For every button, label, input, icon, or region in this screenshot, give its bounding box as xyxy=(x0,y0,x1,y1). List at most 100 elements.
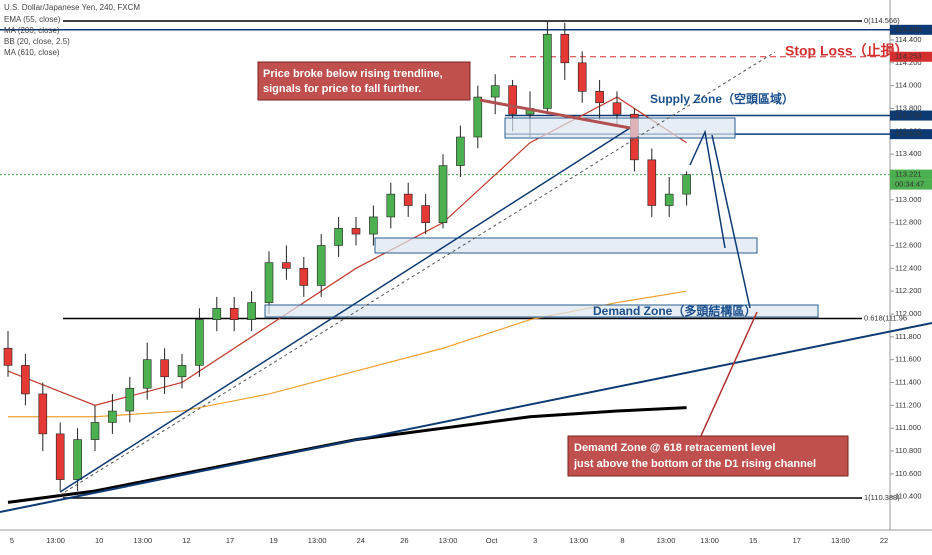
price-label-bg xyxy=(890,51,932,62)
y-tick-label: 113.800 xyxy=(895,103,922,112)
x-tick-label: 15 xyxy=(749,536,757,545)
x-tick-label: 13:00 xyxy=(46,536,65,545)
x-tick-label: 3 xyxy=(533,536,537,545)
x-tick-label: 13:00 xyxy=(569,536,588,545)
y-tick-label: 112.600 xyxy=(895,240,922,249)
candle-body xyxy=(438,165,448,223)
annotation: Stop Loss（止損） xyxy=(785,43,909,59)
y-tick-label: 111.200 xyxy=(895,400,921,409)
candle-body xyxy=(299,268,309,286)
candle-body xyxy=(386,193,396,218)
candle-body xyxy=(508,85,517,115)
price-label: 114.489 xyxy=(895,25,922,34)
y-tick-label: 113.000 xyxy=(895,195,922,204)
x-tick-label: 13:00 xyxy=(831,536,850,545)
candle-body xyxy=(612,102,622,115)
callout-box xyxy=(567,435,849,477)
y-tick-label: 112.000 xyxy=(895,309,922,318)
price-label-bg xyxy=(890,169,932,180)
candle-body xyxy=(577,62,587,92)
x-tick-label: 24 xyxy=(357,536,365,545)
y-tick-label: 114.200 xyxy=(895,58,922,67)
arrow xyxy=(711,134,751,309)
x-tick-label: 5 xyxy=(10,536,14,545)
price-label: 113.738 xyxy=(895,111,922,120)
mid-zone xyxy=(374,237,758,254)
annotation: Demand Zone（多頭結構區） xyxy=(593,303,756,318)
candle-body xyxy=(647,159,657,206)
price-label: 113.221 xyxy=(895,170,922,179)
candle-body xyxy=(316,245,326,286)
x-tick-label: 17 xyxy=(793,536,801,545)
y-tick-label: 111.000 xyxy=(895,423,921,432)
candle-body xyxy=(125,387,135,412)
candle-body xyxy=(229,307,239,321)
candle-body xyxy=(664,193,674,206)
x-tick-label: Oct xyxy=(486,536,499,545)
y-tick-label: 111.400 xyxy=(895,377,921,386)
annotation: Supply Zone（空頭區域） xyxy=(650,91,794,106)
y-tick-label: 111.800 xyxy=(895,332,921,341)
candle-body xyxy=(595,91,604,104)
y-tick-label: 114.400 xyxy=(895,35,922,44)
y-tick-label: 111.600 xyxy=(895,355,921,364)
x-tick-label: 19 xyxy=(269,536,277,545)
annotation: Price broke below rising trendline, xyxy=(263,68,443,80)
indicator-label: EMA (55, close) xyxy=(4,15,61,24)
candle-body xyxy=(560,33,570,64)
channel-line xyxy=(0,322,932,513)
candle-body xyxy=(177,365,187,378)
countdown: 00:34:47 xyxy=(895,180,924,189)
rising-trendline xyxy=(59,127,631,493)
candle-body xyxy=(108,410,117,423)
price-label: 113.575 xyxy=(895,129,922,138)
candle-body xyxy=(160,359,169,378)
annotation: just above the bottom of the D1 rising c… xyxy=(573,458,816,470)
price-label-bg xyxy=(890,129,932,140)
x-tick-label: 13:00 xyxy=(439,536,458,545)
price-label: 114.253 xyxy=(895,52,922,61)
x-tick-label: 17 xyxy=(226,536,234,545)
y-tick-label: 114.000 xyxy=(895,81,922,90)
candle-body xyxy=(142,359,152,389)
candle-body xyxy=(21,365,30,395)
price-label-bg xyxy=(890,24,932,35)
x-tick-label: 13:00 xyxy=(700,536,719,545)
y-tick-label: 110.800 xyxy=(895,446,922,455)
x-tick-label: 22 xyxy=(880,536,888,545)
candle-body xyxy=(247,302,256,321)
y-tick-label: 110.400 xyxy=(895,492,922,501)
candle-body xyxy=(212,307,222,321)
indicator-line xyxy=(7,96,687,406)
y-tick-label: 112.200 xyxy=(895,286,922,295)
candle-body xyxy=(195,319,204,366)
chart-title: U.S. Dollar/Japanese Yen, 240, FXCM xyxy=(4,3,140,12)
candle-body xyxy=(351,228,361,235)
arrow xyxy=(689,129,726,249)
callout-box xyxy=(257,61,471,101)
x-tick-label: 26 xyxy=(400,536,408,545)
candle-body xyxy=(369,216,378,235)
callout-pointer xyxy=(479,98,631,130)
y-tick-label: 113.400 xyxy=(895,149,922,158)
annotation: signals for price to fall further. xyxy=(263,83,421,95)
callout-pointer xyxy=(699,311,758,439)
x-tick-label: 13:00 xyxy=(308,536,327,545)
fib-label: 0(114.566) xyxy=(864,16,900,25)
x-tick-label: 13:00 xyxy=(133,536,152,545)
candle-body xyxy=(334,228,343,246)
x-tick-label: 13:00 xyxy=(657,536,676,545)
candle-body xyxy=(403,193,413,206)
dashed-trendline xyxy=(59,51,776,496)
indicator-label: BB (20, close, 2.5) xyxy=(4,37,70,46)
candle-body xyxy=(73,439,82,480)
demand-zone xyxy=(264,304,819,318)
x-tick-label: 10 xyxy=(95,536,103,545)
y-tick-label: 112.800 xyxy=(895,218,922,227)
indicator-label: MA (610, close) xyxy=(4,48,60,57)
annotation: Demand Zone @ 618 retracement level xyxy=(574,442,775,454)
fib-label: 1(110.388) xyxy=(864,493,900,502)
countdown-bg xyxy=(890,179,932,190)
